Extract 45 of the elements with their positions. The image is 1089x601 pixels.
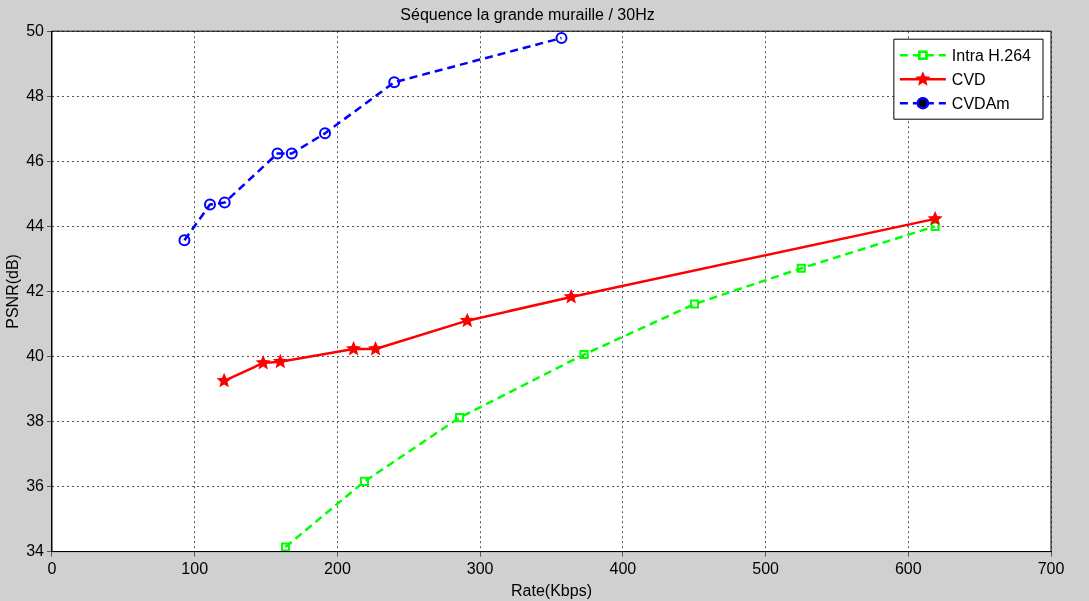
point <box>930 221 940 231</box>
legend-label: Intra H.264 <box>951 46 1032 64</box>
point <box>563 288 579 304</box>
chart-title: Séquence la grande muraille / 30Hz <box>400 6 655 24</box>
y-tick-label: 34 <box>26 542 45 560</box>
point <box>360 476 370 486</box>
point <box>272 353 288 369</box>
point <box>555 32 568 45</box>
point <box>178 234 191 247</box>
y-tick-label: 40 <box>26 346 45 364</box>
x-tick-label: 200 <box>324 559 351 577</box>
x-tick-label: 0 <box>47 559 57 577</box>
point <box>203 198 216 211</box>
y-axis-title: PSNR(dB) <box>4 254 22 329</box>
y-tick-label: 36 <box>26 476 45 494</box>
point <box>388 76 401 89</box>
point <box>579 349 589 360</box>
point <box>271 147 284 160</box>
y-tick-label: 42 <box>26 281 45 299</box>
point <box>455 413 465 423</box>
point <box>927 210 943 226</box>
point <box>689 299 700 309</box>
point <box>796 263 806 273</box>
legend-label: CVD <box>951 70 986 88</box>
point <box>345 340 362 356</box>
legend-label: CVDAm <box>951 94 1010 112</box>
y-tick-label: 50 <box>26 21 45 39</box>
x-tick-label: 600 <box>894 559 922 577</box>
y-tick-label: 46 <box>26 151 45 169</box>
point <box>319 127 332 140</box>
point <box>218 196 231 209</box>
x-tick-label: 500 <box>752 559 780 577</box>
y-tick-label: 44 <box>26 216 45 234</box>
point <box>285 147 298 160</box>
x-tick-label: 100 <box>181 559 209 577</box>
point <box>459 312 475 328</box>
x-tick-label: 300 <box>466 559 494 577</box>
point <box>280 542 291 552</box>
x-tick-label: 400 <box>609 559 637 577</box>
point <box>216 372 232 388</box>
x-axis-title: Rate(Kbps) <box>511 581 592 599</box>
y-tick-label: 48 <box>26 86 45 104</box>
point <box>255 354 271 370</box>
y-tick-label: 38 <box>26 411 45 429</box>
x-tick-label: 700 <box>1037 559 1065 577</box>
